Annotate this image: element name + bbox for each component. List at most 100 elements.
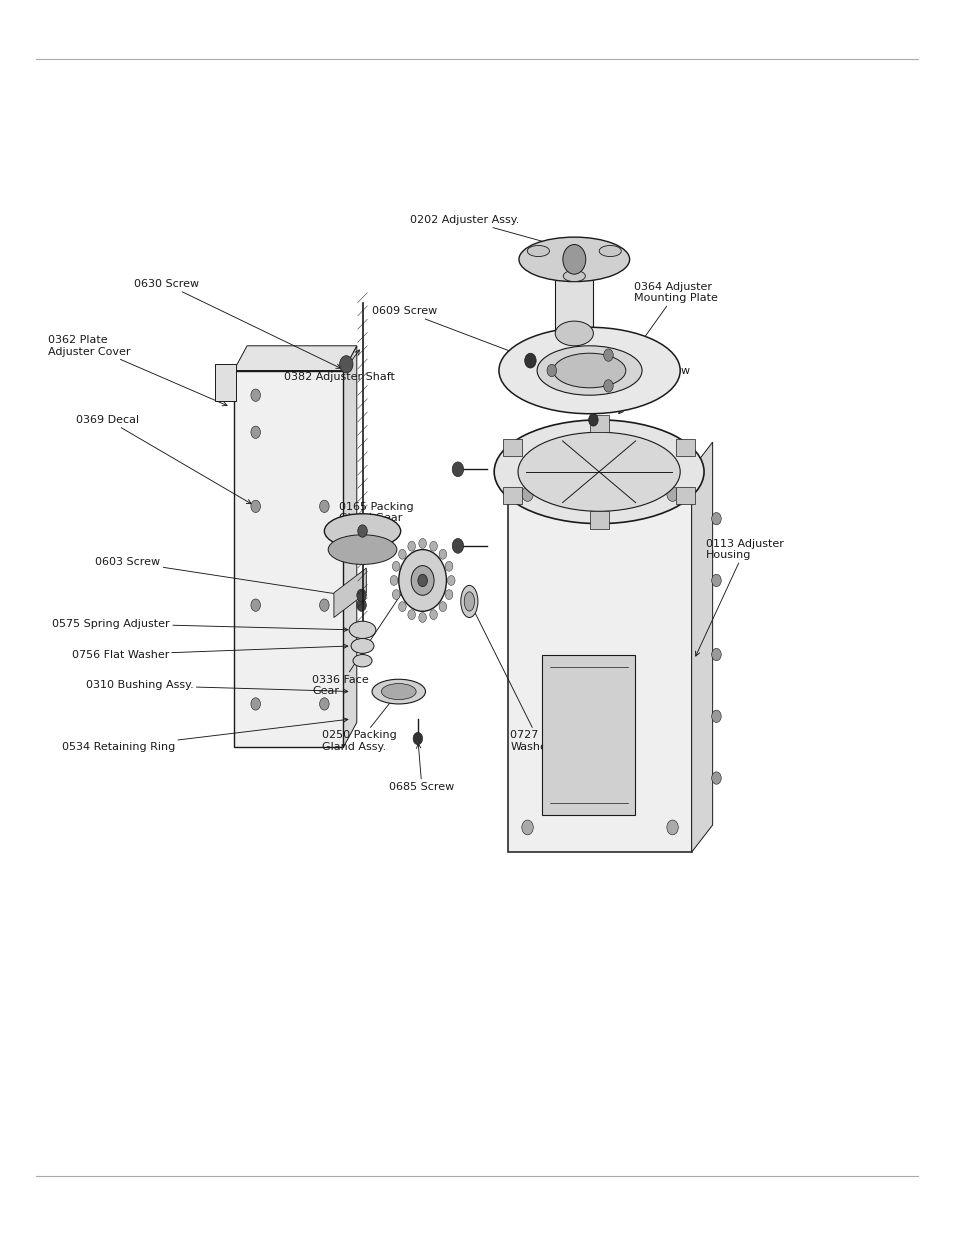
Circle shape	[390, 576, 397, 585]
Circle shape	[438, 550, 446, 559]
Circle shape	[408, 541, 416, 551]
Circle shape	[447, 576, 455, 585]
Ellipse shape	[517, 432, 679, 511]
Circle shape	[452, 538, 463, 553]
Ellipse shape	[349, 621, 375, 638]
Text: 0756 Flat Washer: 0756 Flat Washer	[71, 643, 348, 659]
Circle shape	[521, 487, 533, 501]
Polygon shape	[691, 442, 712, 852]
Ellipse shape	[353, 655, 372, 667]
Circle shape	[408, 610, 416, 620]
Circle shape	[356, 589, 366, 601]
FancyBboxPatch shape	[541, 655, 635, 815]
Circle shape	[429, 610, 436, 620]
Text: 0362 Plate
Adjuster Cover: 0362 Plate Adjuster Cover	[48, 335, 227, 406]
Ellipse shape	[372, 679, 425, 704]
Text: 0630 Screw: 0630 Screw	[133, 279, 340, 368]
Circle shape	[711, 574, 720, 587]
Ellipse shape	[498, 327, 679, 414]
Ellipse shape	[598, 246, 620, 257]
Text: 0609 Screw: 0609 Screw	[372, 306, 523, 357]
Ellipse shape	[324, 514, 400, 548]
Text: 0250 Packing
Gland Assy.: 0250 Packing Gland Assy.	[322, 695, 396, 752]
Circle shape	[418, 538, 426, 548]
Text: 0310 Bushing Assy.: 0310 Bushing Assy.	[86, 680, 348, 694]
FancyBboxPatch shape	[502, 440, 521, 457]
Text: 0336 Face
Gear: 0336 Face Gear	[312, 584, 407, 697]
Text: 0727 Lock
Washer: 0727 Lock Washer	[471, 606, 567, 752]
Circle shape	[562, 245, 585, 274]
Polygon shape	[555, 259, 593, 333]
Circle shape	[711, 513, 720, 525]
Text: 0382 Adjuster Shaft: 0382 Adjuster Shaft	[284, 350, 395, 382]
Circle shape	[438, 601, 446, 611]
Circle shape	[711, 648, 720, 661]
Circle shape	[603, 379, 613, 391]
Ellipse shape	[328, 535, 396, 564]
Circle shape	[524, 353, 536, 368]
Circle shape	[251, 698, 260, 710]
Circle shape	[711, 710, 720, 722]
Circle shape	[666, 820, 678, 835]
Ellipse shape	[562, 270, 585, 282]
Circle shape	[413, 732, 422, 745]
Ellipse shape	[460, 585, 477, 618]
Ellipse shape	[537, 346, 641, 395]
Circle shape	[398, 550, 446, 611]
Text: 0613 Screw: 0613 Screw	[618, 366, 689, 414]
Circle shape	[398, 550, 406, 559]
Ellipse shape	[553, 353, 625, 388]
FancyBboxPatch shape	[502, 487, 521, 504]
Ellipse shape	[518, 237, 629, 282]
Text: 0202 Adjuster Assy.: 0202 Adjuster Assy.	[410, 215, 558, 247]
Circle shape	[319, 599, 329, 611]
Circle shape	[319, 500, 329, 513]
Circle shape	[411, 566, 434, 595]
Text: 0603 Screw: 0603 Screw	[95, 557, 340, 597]
Ellipse shape	[464, 592, 474, 611]
Circle shape	[251, 500, 260, 513]
FancyBboxPatch shape	[233, 370, 343, 747]
Circle shape	[319, 698, 329, 710]
Circle shape	[445, 589, 453, 599]
Text: 0534 Retaining Ring: 0534 Retaining Ring	[62, 718, 348, 752]
Circle shape	[603, 350, 613, 362]
Circle shape	[418, 613, 426, 622]
Ellipse shape	[381, 684, 416, 699]
Ellipse shape	[527, 246, 549, 257]
Ellipse shape	[555, 321, 593, 346]
Circle shape	[392, 562, 399, 572]
Ellipse shape	[351, 638, 374, 653]
FancyBboxPatch shape	[589, 415, 608, 432]
FancyBboxPatch shape	[676, 487, 695, 504]
FancyBboxPatch shape	[214, 364, 235, 401]
Circle shape	[452, 462, 463, 477]
Text: 0369 Decal: 0369 Decal	[76, 415, 251, 504]
Polygon shape	[343, 346, 356, 747]
Circle shape	[588, 414, 598, 426]
FancyBboxPatch shape	[508, 469, 691, 852]
Polygon shape	[233, 346, 356, 370]
Circle shape	[666, 487, 678, 501]
Circle shape	[339, 356, 353, 373]
Polygon shape	[334, 568, 366, 618]
Text: 0685 Screw: 0685 Screw	[389, 743, 454, 792]
Text: 0575 Spring Adjuster: 0575 Spring Adjuster	[52, 619, 348, 632]
Circle shape	[251, 389, 260, 401]
Ellipse shape	[494, 420, 703, 524]
Circle shape	[251, 599, 260, 611]
Circle shape	[392, 589, 399, 599]
Circle shape	[429, 541, 436, 551]
Circle shape	[356, 599, 366, 611]
Circle shape	[445, 562, 453, 572]
Circle shape	[357, 525, 367, 537]
Circle shape	[711, 772, 720, 784]
Circle shape	[521, 820, 533, 835]
Text: 0165 Packing
Gland Gear: 0165 Packing Gland Gear	[338, 501, 413, 527]
Circle shape	[417, 574, 427, 587]
FancyBboxPatch shape	[589, 511, 608, 529]
Circle shape	[546, 364, 556, 377]
Text: 0113 Adjuster
Housing: 0113 Adjuster Housing	[695, 538, 783, 656]
Circle shape	[398, 601, 406, 611]
Circle shape	[251, 426, 260, 438]
